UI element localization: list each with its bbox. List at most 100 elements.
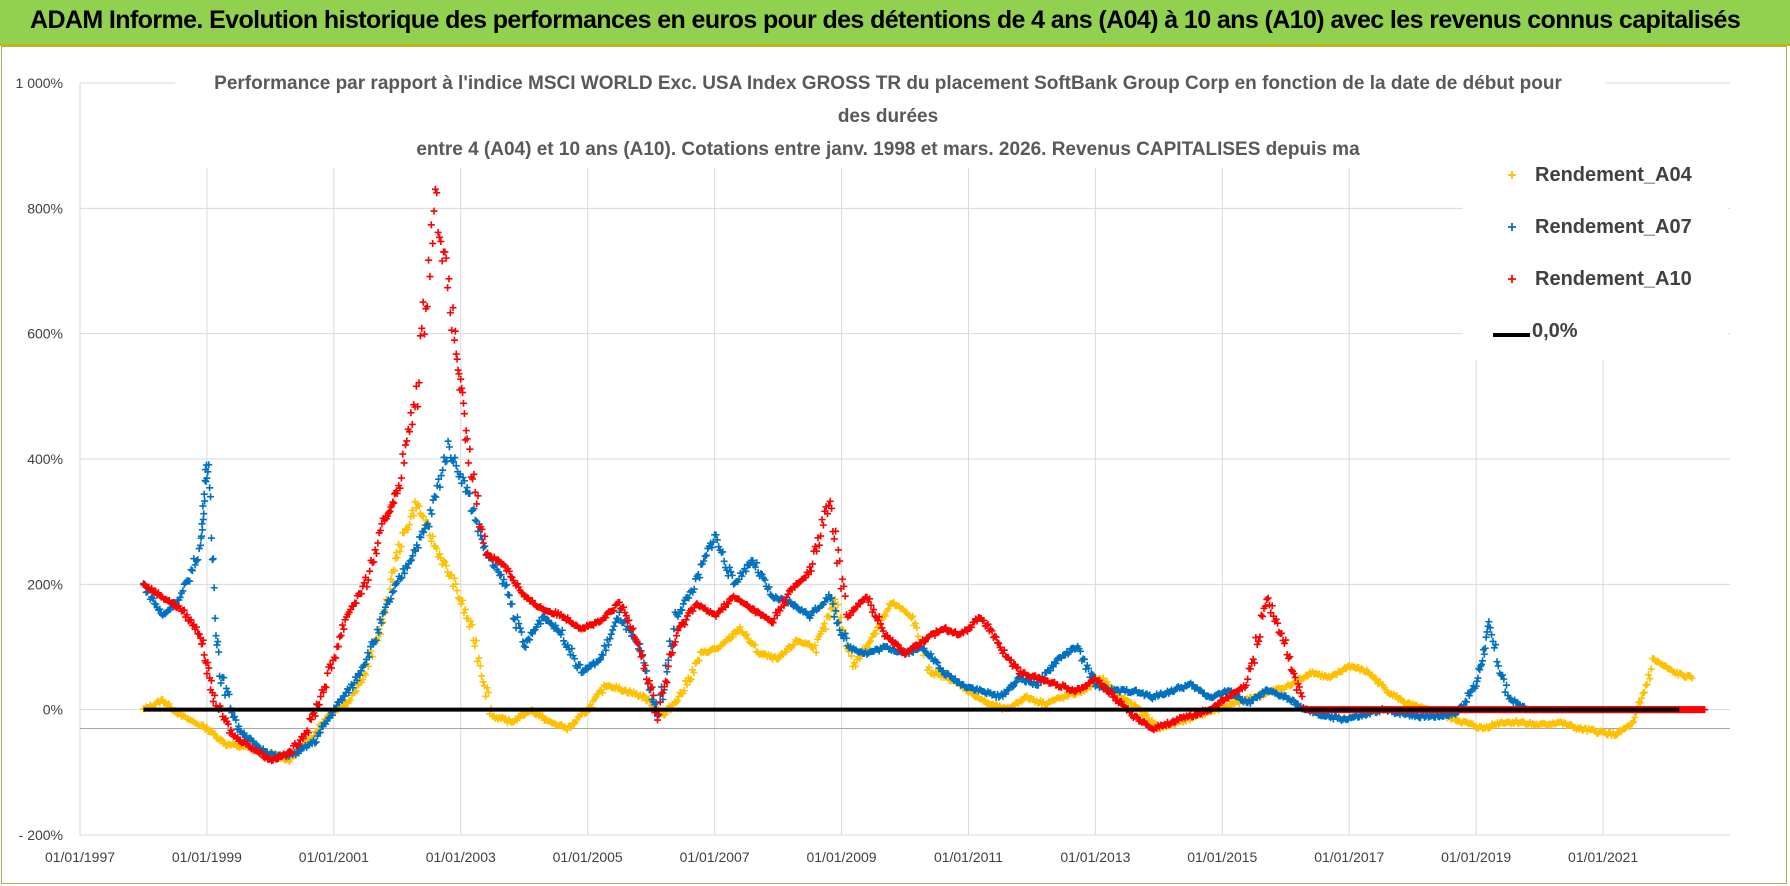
marker-Rendement_A07-20-6 [509,614,517,622]
marker-Rendement_A10-17-3 [453,355,461,363]
marker-Rendement_A04-17-10 [483,684,491,692]
marker-Rendement_A07-50-3 [1076,647,1084,655]
marker-Rendement_A04-1-5 [165,700,173,708]
marker-Rendement_A10-15-4 [418,324,426,332]
marker-Rendement_A10-27-0 [634,640,642,648]
marker-Rendement_A07-29-5 [679,600,687,608]
marker-Rendement_A10-10-9 [336,633,344,641]
marker-Rendement_A04-31-6 [744,635,752,643]
marker-Rendement_A07-17-12 [460,477,468,485]
marker-Rendement_A04-35-13 [830,599,838,607]
marker-Rendement_A10-18-7 [473,500,481,508]
marker-Rendement_A07-46-11 [1011,679,1019,687]
marker-Rendement_A07-13-5 [375,629,383,637]
marker-Rendement_A07-4-3 [206,484,214,492]
marker-Rendement_A07-23-13 [576,661,584,669]
marker-Rendement_A10-37-7 [834,546,842,554]
marker-Rendement_A10-11-11 [357,590,365,598]
marker-Rendement_A10-53-3 [1134,713,1142,721]
marker-Rendement_A10-18-4 [469,475,477,483]
marker-Rendement_A10-4-0 [209,697,217,705]
marker-Rendement_A10-28-2 [656,698,664,706]
marker-Rendement_A04-31-0 [736,623,744,631]
x-tick-label-2: 01/01/2001 [299,849,369,865]
marker-Rendement_A07-71-2 [1474,674,1482,682]
marker-Rendement_A07-25-0 [596,655,604,663]
marker-Rendement_A04-16-3 [455,594,463,602]
marker-Rendement_A10-12-12 [378,520,386,528]
marker-Rendement_A10-31-5 [717,604,725,612]
marker-Rendement_A07-24-1 [579,668,587,676]
marker-Rendement_A07-18-8 [474,527,482,535]
marker-Rendement_A04-78-4 [1636,699,1644,707]
marker-Rendement_A07-5-1 [217,679,225,687]
marker-Rendement_A10-3-7 [203,670,211,678]
marker-Rendement_A07-4-13 [215,648,223,656]
marker-Rendement_A04-15-3 [435,550,443,558]
marker-Rendement_A10-16-1 [433,189,441,197]
marker-Rendement_A04-31-11 [751,641,759,649]
marker-Rendement_A10-29-2 [675,623,683,631]
marker-Rendement_A10-28-7 [663,679,671,687]
marker-Rendement_A07-45-13 [995,693,1003,701]
marker-Rendement_A10-41-0 [901,651,909,659]
y-tick-label-2: 200% [27,576,63,592]
marker-Rendement_A07-72-6 [1493,658,1501,666]
marker-Rendement_A07-59-2 [1246,699,1254,707]
marker-Rendement_A10-3-2 [198,640,206,648]
marker-Rendement_A10-17-2 [452,350,460,358]
marker-Rendement_A10-36-1 [807,567,815,575]
marker-Rendement_A10-6-11 [262,752,270,760]
marker-Rendement_A07-4-1 [204,468,212,476]
marker-Rendement_A07-46-10 [1010,682,1018,690]
marker-Rendement_A07-28-7 [663,668,671,676]
marker-Rendement_A10-9-5 [311,712,319,720]
marker-Rendement_A10-42-8 [931,631,939,639]
marker-Rendement_A07-15-2 [409,552,417,560]
marker-Rendement_A07-70-9 [1465,692,1473,700]
marker-Rendement_A04-17-9 [482,692,490,700]
marker-Rendement_A10-49-13 [1071,688,1079,696]
marker-Rendement_A07-12-0 [349,684,357,692]
marker-Rendement_A04-70-5 [1485,724,1493,732]
marker-Rendement_A07-43-0 [939,667,947,675]
marker-Rendement_A04-26-0 [641,692,649,700]
marker-Rendement_A07-59-9 [1256,693,1264,701]
marker-Rendement_A07-21-4 [526,636,534,644]
marker-Rendement_A10-4-13 [227,726,235,734]
marker-Rendement_A04-12-11 [391,567,399,575]
marker-Rendement_A07-4-4 [207,493,215,501]
marker-Rendement_A07-25-12 [613,614,621,622]
marker-Rendement_A10-13-10 [390,499,398,507]
marker-Rendement_A10-8-7 [295,740,303,748]
marker-Rendement_A07-19-11 [497,571,505,579]
marker-Rendement_A10-12-1 [363,583,371,591]
marker-Rendement_A10-37-5 [832,527,840,535]
marker-Rendement_A07-31-7 [720,557,728,565]
marker-Rendement_A07-14-2 [390,587,398,595]
marker-Rendement_A07-0-7 [149,595,157,603]
marker-Rendement_A07-2-7 [187,566,195,574]
marker-Rendement_A10-17-11 [460,410,468,418]
marker-Rendement_A07-3-0 [197,541,205,549]
marker-Rendement_A07-25-10 [610,622,618,630]
marker-Rendement_A10-51-13 [1109,693,1117,701]
marker-Rendement_A07-48-13 [1052,659,1060,667]
marker-Rendement_A10-16-3 [435,233,443,241]
marker-Rendement_A07-59-12 [1260,690,1268,698]
marker-Rendement_A04-14-5 [419,513,427,521]
legend: Rendement_A04 Rendement_A07 Rendement_A10 0… [1463,160,1728,360]
marker-Rendement_A07-23-7 [568,645,576,653]
marker-Rendement_A04-28-6 [687,675,695,683]
marker-Rendement_A10-14-3 [397,474,405,482]
marker-Rendement_A10-16-2 [434,228,442,236]
marker-Rendement_A04-77-13 [1629,718,1637,726]
marker-Rendement_A10-44-4 [964,627,972,635]
marker-Rendement_A07-4-10 [212,632,220,640]
marker-Rendement_A07-50-11 [1087,669,1095,677]
marker-Rendement_A07-16-7 [435,475,443,483]
marker-Rendement_A10-2-13 [195,630,203,638]
marker-Rendement_A04-14-12 [429,532,437,540]
marker-Rendement_A10-45-10 [991,632,999,640]
marker-Rendement_A07-20-13 [519,638,527,646]
